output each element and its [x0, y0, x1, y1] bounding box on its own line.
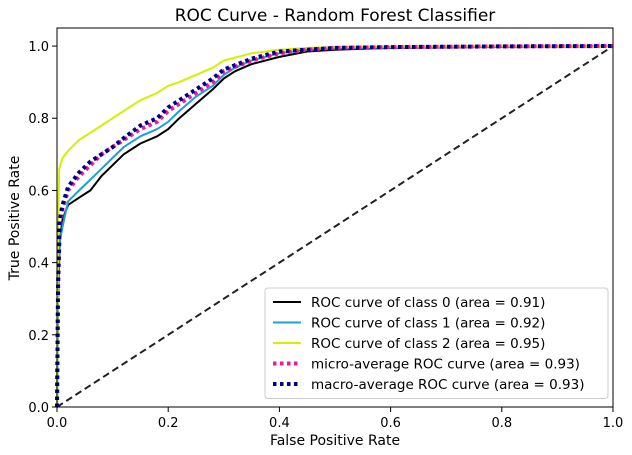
plot-area: [55, 44, 614, 408]
x-tick-label: 0.0: [47, 416, 68, 431]
x-axis-label: False Positive Rate: [270, 433, 400, 449]
series-line-3: [55, 44, 614, 408]
y-axis-label: True Positive Rate: [7, 156, 23, 282]
x-tick-label: 0.2: [158, 416, 179, 431]
y-tick-label: 0.2: [28, 329, 49, 344]
x-tick-label: 1.0: [603, 416, 624, 431]
y-tick-label: 0.0: [28, 401, 49, 416]
y-tick-label: 0.8: [28, 112, 49, 127]
plot-frame: [56, 27, 614, 408]
y-tick-label: 0.4: [28, 257, 49, 272]
legend-box: [264, 287, 609, 399]
legend: ROC curve of class 0 (area = 0.91) ROC cu…: [264, 287, 609, 399]
y-tick-label: 0.6: [28, 184, 49, 199]
x-tick-label: 0.4: [269, 416, 290, 431]
legend-entry-2: ROC curve of class 2 (area = 0.95): [311, 336, 545, 352]
legend-entry-1: ROC curve of class 1 (area = 0.92): [311, 316, 545, 332]
chart-title: ROC Curve - Random Forest Classifier: [175, 6, 496, 26]
y-tick-label: 1.0: [28, 40, 49, 55]
series-line-4: [55, 44, 614, 408]
x-tick-label: 0.6: [380, 416, 401, 431]
reference-diagonal-line: [56, 45, 614, 408]
legend-entry-0: ROC curve of class 0 (area = 0.91): [311, 295, 545, 311]
legend-entry-3: micro-average ROC curve (area = 0.93): [311, 357, 580, 373]
x-tick-label: 0.8: [491, 416, 512, 431]
legend-entry-4: macro-average ROC curve (area = 0.93): [311, 377, 584, 393]
axes: 0.0 0.2 0.4 0.6 0.8 1.0 0.0 0.2 0.4 0.6 0.8 1.0: [28, 27, 624, 431]
